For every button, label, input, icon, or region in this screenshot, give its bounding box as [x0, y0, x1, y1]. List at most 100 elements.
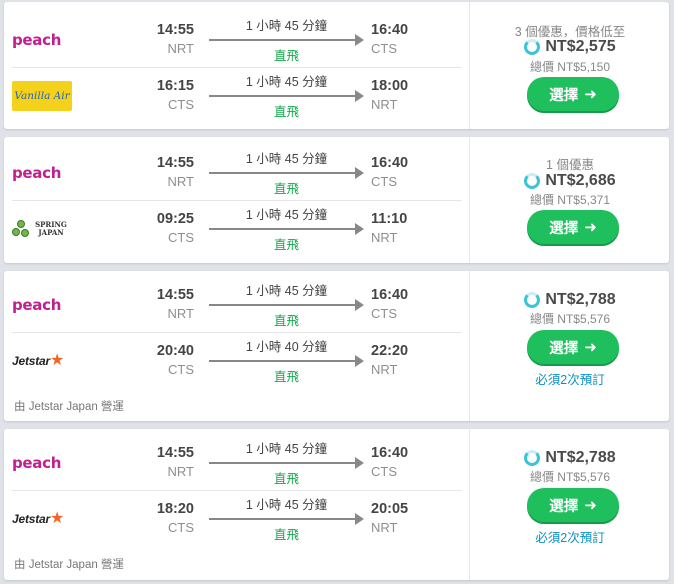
arrival-airport: NRT	[371, 230, 398, 245]
select-button[interactable]: 選擇 ➜	[527, 77, 619, 111]
arrival-time: 22:20	[371, 343, 409, 359]
duration: 1 小時 45 分鐘	[245, 284, 328, 298]
price: NT$2,575	[545, 38, 616, 55]
jetstar-logo-group: Jetstar ★	[12, 510, 65, 527]
price-panel: NT$2,788 總價 NT$5,576 選擇 ➜ 必須2次預訂	[469, 429, 669, 580]
airline-logo-jetstar: Jetstar ★	[12, 503, 76, 535]
departure-time: 14:55	[156, 155, 194, 171]
outbound-leg: peach 14:55 NRT 1 小時 45 分鐘 直飛 16:40 CTS	[4, 435, 469, 491]
leg-divider	[12, 67, 462, 68]
loading-spinner-icon	[524, 39, 541, 55]
departure-airport: NRT	[167, 41, 194, 56]
duration: 1 小時 45 分鐘	[245, 498, 328, 512]
departure: 18:20 CTS	[157, 500, 194, 537]
departure-airport: NRT	[167, 306, 194, 321]
price-panel: 1 個優惠 NT$2,686 總價 NT$5,371 選擇 ➜	[469, 137, 669, 263]
price: NT$2,788	[545, 449, 616, 466]
price-row: NT$2,575	[470, 38, 670, 56]
leg-divider	[12, 490, 462, 491]
leg-divider	[12, 200, 462, 201]
leg-divider	[12, 332, 462, 333]
nonstop-label: 直飛	[273, 49, 299, 63]
result-card[interactable]: peach 14:55 NRT 1 小時 45 分鐘 直飛 16:40 CTS	[4, 137, 669, 263]
duration: 1 小時 45 分鐘	[245, 19, 328, 33]
two-bookings-link[interactable]: 必須2次預訂	[535, 531, 605, 545]
departure: 09:25 CTS	[157, 210, 194, 247]
flight-info: 1 小時 45 分鐘 直飛	[209, 207, 364, 253]
arrival-airport: CTS	[371, 306, 397, 321]
departure-time: 18:20	[156, 501, 194, 517]
duration: 1 小時 45 分鐘	[245, 442, 328, 456]
outbound-leg: peach 14:55 NRT 1 小時 45 分鐘 直飛 16:40 CTS	[4, 12, 469, 68]
flight-arrow-icon	[209, 457, 364, 469]
airline-logo-text: SPRING JAPAN	[35, 220, 67, 237]
flight-arrow-icon	[209, 223, 364, 235]
return-leg: Jetstar ★ 18:20 CTS 1 小時 45 分鐘 直飛 20:05 N…	[4, 491, 469, 547]
airline-logo-jetstar: Jetstar ★	[12, 345, 76, 377]
duration: 1 小時 45 分鐘	[245, 152, 328, 166]
star-icon: ★	[49, 510, 65, 527]
nonstop-label: 直飛	[273, 314, 299, 328]
select-button-label: 選擇	[549, 220, 579, 237]
flight-arrow-icon	[209, 167, 364, 179]
price: NT$2,686	[545, 172, 616, 189]
return-leg: SPRING JAPAN 09:25 CTS 1 小時 45 分鐘 直飛 11:…	[4, 201, 469, 257]
airline-logo-spring-japan: SPRING JAPAN	[12, 213, 76, 245]
arrival-airport: NRT	[371, 520, 398, 535]
arrival-airport: CTS	[371, 464, 397, 479]
departure-airport: NRT	[167, 174, 194, 189]
departure-airport: CTS	[168, 97, 194, 112]
arrival-airport: NRT	[371, 362, 398, 377]
departure-airport: CTS	[168, 520, 194, 535]
departure: 14:55 NRT	[157, 154, 194, 191]
select-button[interactable]: 選擇 ➜	[527, 488, 619, 522]
itinerary: peach 14:55 NRT 1 小時 45 分鐘 直飛 16:40 CTS	[4, 429, 469, 580]
outbound-leg: peach 14:55 NRT 1 小時 45 分鐘 直飛 16:40 CTS	[4, 145, 469, 201]
departure-airport: CTS	[168, 230, 194, 245]
select-button[interactable]: 選擇 ➜	[527, 330, 619, 364]
result-card[interactable]: peach 14:55 NRT 1 小時 45 分鐘 直飛 16:40 CTS	[4, 429, 669, 580]
deal-count: 3 個優惠，價格低至	[514, 25, 626, 39]
arrival: 16:40 CTS	[371, 286, 408, 323]
two-bookings-link[interactable]: 必須2次預訂	[535, 373, 605, 387]
departure-airport: NRT	[167, 464, 194, 479]
arrow-right-icon: ➜	[584, 497, 597, 514]
loading-spinner-icon	[524, 173, 541, 189]
arrival-time: 16:40	[371, 445, 409, 461]
select-button-label: 選擇	[549, 87, 579, 104]
total-price: 總價 NT$5,371	[529, 193, 611, 207]
result-card[interactable]: peach 14:55 NRT 1 小時 45 分鐘 直飛 16:40 CTS	[4, 271, 669, 421]
flight-arrow-icon	[209, 299, 364, 311]
departure-time: 14:55	[156, 445, 194, 461]
airline-logo-vanilla-air: Vanilla Air	[12, 80, 76, 112]
flight-arrow-icon	[209, 513, 364, 525]
flight-info: 1 小時 45 分鐘 直飛	[209, 283, 364, 329]
airline-logo-text: peach	[12, 454, 62, 472]
arrival-airport: NRT	[371, 97, 398, 112]
airline-logo-peach: peach	[12, 289, 76, 321]
flight-info: 1 小時 45 分鐘 直飛	[209, 151, 364, 197]
airline-logo-text: Jetstar	[12, 512, 50, 526]
departure-time: 14:55	[156, 22, 194, 38]
price-row: NT$2,788	[470, 291, 670, 309]
arrival: 11:10 NRT	[371, 210, 407, 247]
arrival: 16:40 CTS	[371, 21, 408, 58]
result-card[interactable]: peach 14:55 NRT 1 小時 45 分鐘 直飛 16:40 CTS	[4, 2, 669, 129]
flight-arrow-icon	[209, 34, 364, 46]
total-price: 總價 NT$5,576	[529, 312, 611, 326]
nonstop-label: 直飛	[273, 370, 299, 384]
nonstop-label: 直飛	[273, 472, 299, 486]
departure-time: 09:25	[156, 211, 194, 227]
itinerary: peach 14:55 NRT 1 小時 45 分鐘 直飛 16:40 CTS	[4, 2, 469, 129]
arrival: 18:00 NRT	[371, 77, 408, 114]
airline-logo-text: peach	[12, 164, 62, 182]
select-button[interactable]: 選擇 ➜	[527, 210, 619, 244]
airline-logo-peach: peach	[12, 157, 76, 189]
departure-time: 14:55	[156, 287, 194, 303]
star-icon: ★	[49, 352, 65, 369]
duration: 1 小時 45 分鐘	[245, 75, 328, 89]
price-row: NT$2,686	[470, 172, 670, 190]
price-row: NT$2,788	[470, 449, 670, 467]
nonstop-label: 直飛	[273, 182, 299, 196]
